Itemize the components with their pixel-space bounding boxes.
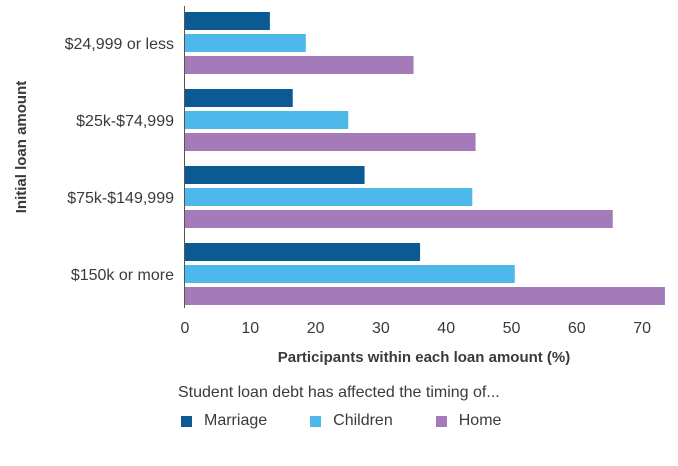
bar-children-4 bbox=[185, 265, 515, 283]
legend-label-children: Children bbox=[333, 412, 393, 429]
category-labels: $24,999 or less $25k-$74,999 $75k-$149,999… bbox=[65, 36, 175, 284]
bar-home-2 bbox=[185, 133, 476, 151]
bar-marriage-2 bbox=[185, 89, 293, 107]
legend-title: Student loan debt has affected the timin… bbox=[178, 384, 500, 401]
bar-marriage-1 bbox=[185, 12, 270, 30]
legend-swatch-home bbox=[435, 415, 447, 427]
bars-group bbox=[185, 12, 665, 305]
bar-children-2 bbox=[185, 111, 349, 129]
legend-swatch-children bbox=[310, 415, 322, 427]
bar-home-4 bbox=[185, 287, 665, 305]
legend: Student loan debt has affected the timin… bbox=[178, 384, 658, 430]
x-axis-title: Participants within each loan amount (%) bbox=[278, 349, 571, 366]
x-tick-label: 0 bbox=[181, 320, 190, 337]
bar-children-3 bbox=[185, 188, 473, 206]
x-tick-label: 10 bbox=[241, 320, 259, 337]
category-label: $75k-$149,999 bbox=[67, 190, 174, 207]
legend-item-children: Children bbox=[307, 412, 393, 430]
legend-item-home: Home bbox=[433, 412, 502, 430]
x-tick-label: 60 bbox=[568, 320, 586, 337]
bar-marriage-3 bbox=[185, 166, 365, 184]
x-tick-label: 30 bbox=[372, 320, 390, 337]
category-label: $25k-$74,999 bbox=[76, 113, 174, 130]
x-tick-label: 40 bbox=[437, 320, 455, 337]
legend-items: Marriage Children Home bbox=[178, 412, 658, 430]
x-tick-label: 20 bbox=[307, 320, 325, 337]
legend-label-marriage: Marriage bbox=[204, 412, 268, 429]
legend-swatch-marriage bbox=[181, 415, 192, 427]
category-label: $24,999 or less bbox=[65, 36, 174, 53]
bar-home-1 bbox=[185, 56, 414, 74]
x-tick-label: 50 bbox=[503, 320, 521, 337]
bar-home-3 bbox=[185, 210, 613, 228]
legend-label-home: Home bbox=[458, 412, 502, 429]
x-tick-labels: 0 10 20 30 40 50 60 70 bbox=[181, 320, 652, 337]
bar-marriage-4 bbox=[185, 243, 421, 261]
bar-chart: $24,999 or less $25k-$74,999 $75k-$149,999… bbox=[13, 6, 665, 366]
bar-children-1 bbox=[185, 34, 306, 52]
y-axis-title: Initial loan amount bbox=[13, 81, 30, 214]
x-tick-label: 70 bbox=[633, 320, 651, 337]
legend-item-marriage: Marriage bbox=[178, 412, 267, 430]
category-label: $150k or more bbox=[71, 267, 174, 284]
